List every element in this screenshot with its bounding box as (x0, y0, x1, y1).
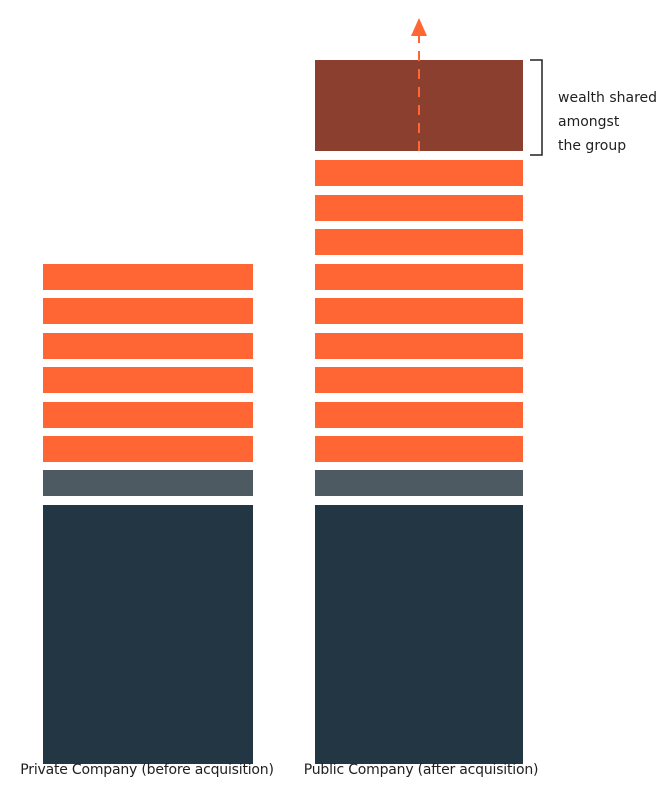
shared-wealth-bracket (530, 59, 543, 156)
annotation-line: wealth shared (558, 90, 658, 106)
private-orange-layer (43, 402, 253, 428)
public-orange-layer (315, 402, 523, 428)
public-orange-layer (315, 333, 523, 359)
public-orange-layer (315, 160, 523, 186)
public-company-label: Public Company (after acquisition) (303, 762, 539, 778)
shared-wealth-annotation: wealth shared amongst the group (558, 86, 664, 158)
public-orange-layer (315, 229, 523, 255)
private-orange-layer (43, 436, 253, 462)
private-gray-layer (43, 470, 253, 496)
private-orange-layer (43, 298, 253, 324)
public-orange-layer (315, 195, 523, 221)
private-company-label: Private Company (before acquisition) (20, 762, 274, 778)
growth-arrow-head-icon (411, 18, 427, 36)
private-orange-layer (43, 264, 253, 290)
public-orange-layer (315, 367, 523, 393)
public-orange-layer (315, 436, 523, 462)
private-orange-layer (43, 367, 253, 393)
public-base-block (315, 505, 523, 764)
public-orange-layer (315, 264, 523, 290)
private-orange-layer (43, 333, 253, 359)
public-gray-layer (315, 470, 523, 496)
annotation-line: amongst (558, 114, 620, 130)
private-base-block (43, 505, 253, 764)
annotation-line: the group (558, 138, 627, 154)
public-orange-layer (315, 298, 523, 324)
